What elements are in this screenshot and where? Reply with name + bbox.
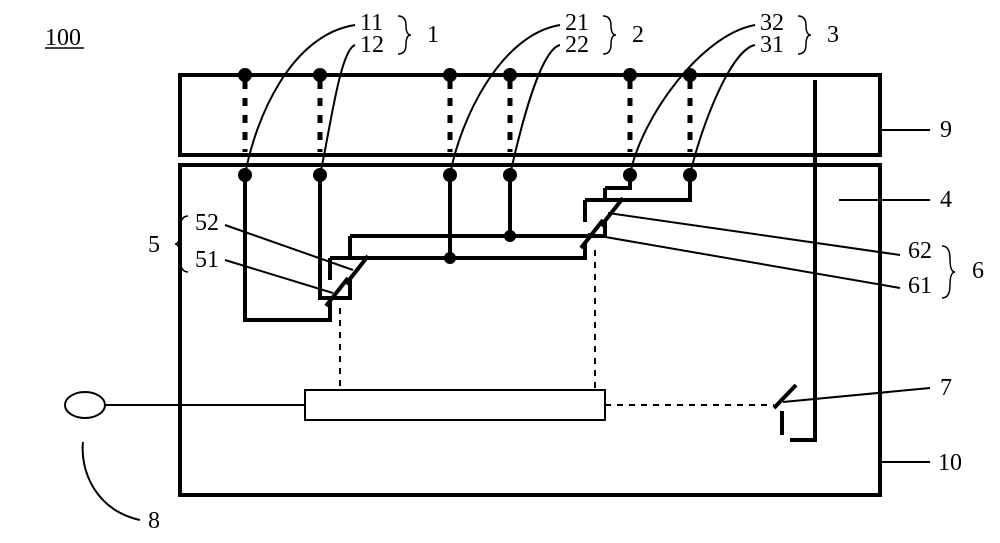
pair2-dot-top — [443, 68, 457, 82]
switch-52 — [346, 256, 368, 284]
pair3-dot-top — [683, 68, 697, 82]
leader-51 — [225, 260, 333, 293]
label-n12: 12 — [360, 32, 384, 58]
leader-61 — [588, 234, 900, 288]
label-n8: 8 — [148, 508, 160, 534]
leader-62 — [608, 213, 900, 255]
label-n1: 1 — [427, 22, 439, 48]
resistor — [305, 390, 605, 420]
label-n10: 10 — [938, 450, 962, 476]
label-n5: 5 — [148, 232, 160, 258]
switch-7 — [774, 385, 796, 408]
label-n7: 7 — [940, 375, 952, 401]
label-n4: 4 — [940, 187, 952, 213]
pair2-dot-top — [503, 68, 517, 82]
pair1-dot-top — [238, 68, 252, 82]
top-box-9 — [180, 75, 880, 155]
label-n6: 6 — [972, 258, 984, 284]
label-n9: 9 — [940, 117, 952, 143]
label-n22: 22 — [565, 32, 589, 58]
leader-7 — [783, 388, 930, 402]
bottom-box-10 — [180, 165, 880, 495]
leader-8 — [83, 442, 140, 520]
label-n31: 31 — [760, 32, 784, 58]
label-n51: 51 — [195, 247, 219, 273]
leader-11 — [245, 25, 355, 175]
pair3-dot-top — [623, 68, 637, 82]
label-n2: 2 — [632, 22, 644, 48]
bus-lower-right — [450, 244, 585, 258]
label-title: 100 — [45, 25, 81, 51]
wire-31 — [585, 175, 690, 200]
pair1-dot-top — [313, 68, 327, 82]
brace-1 — [398, 16, 411, 54]
brace-6 — [942, 246, 955, 298]
switch-62 — [601, 198, 623, 226]
label-n61: 61 — [908, 273, 932, 299]
brace-2 — [603, 16, 616, 54]
label-n52: 52 — [195, 210, 219, 236]
leader-21 — [450, 25, 560, 175]
label-n62: 62 — [908, 238, 932, 264]
ellipse-8 — [65, 392, 105, 418]
label-n3: 3 — [827, 22, 839, 48]
brace-3 — [798, 16, 811, 54]
